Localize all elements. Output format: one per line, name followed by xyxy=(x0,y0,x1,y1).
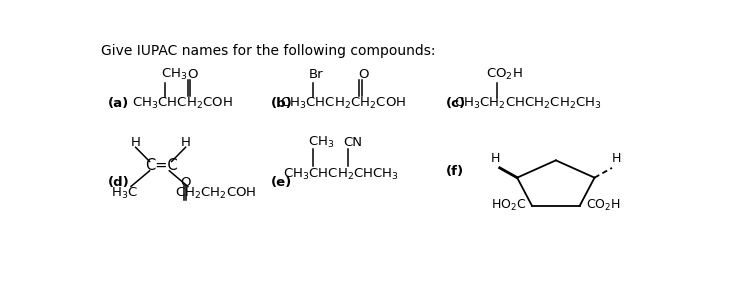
Text: C=C: C=C xyxy=(145,158,178,173)
Text: O: O xyxy=(358,68,369,81)
Text: CH$_3$CHCH$_2$CH$_2$COH: CH$_3$CHCH$_2$CH$_2$COH xyxy=(280,96,406,111)
Text: CH$_3$: CH$_3$ xyxy=(308,135,334,151)
Text: O: O xyxy=(180,176,190,189)
Text: (b): (b) xyxy=(271,97,292,110)
Text: CN: CN xyxy=(344,136,363,149)
Text: CO$_2$H: CO$_2$H xyxy=(486,67,523,82)
Text: HO$_2$C: HO$_2$C xyxy=(490,198,526,213)
Text: Give IUPAC names for the following compounds:: Give IUPAC names for the following compo… xyxy=(101,44,436,58)
Text: H: H xyxy=(490,152,500,165)
Text: CH$_2$CH$_2$COH: CH$_2$CH$_2$COH xyxy=(175,185,256,201)
Text: CH$_3$: CH$_3$ xyxy=(160,67,187,82)
Text: CH$_3$CH$_2$CHCH$_2$CH$_2$CH$_3$: CH$_3$CH$_2$CHCH$_2$CH$_2$CH$_3$ xyxy=(454,96,602,111)
Text: H: H xyxy=(612,152,621,165)
Text: O: O xyxy=(187,68,197,81)
Text: H: H xyxy=(130,136,140,149)
Text: (f): (f) xyxy=(446,165,464,178)
Text: (a): (a) xyxy=(108,97,130,110)
Text: CO$_2$H: CO$_2$H xyxy=(586,198,620,213)
Text: (d): (d) xyxy=(108,176,130,189)
Text: CH$_3$CHCH$_2$COH: CH$_3$CHCH$_2$COH xyxy=(131,96,232,111)
Text: (c): (c) xyxy=(446,97,466,110)
Text: CH$_3$CHCH$_2$CHCH$_3$: CH$_3$CHCH$_2$CHCH$_3$ xyxy=(283,167,399,182)
Text: Br: Br xyxy=(309,68,323,81)
Text: H: H xyxy=(181,136,190,149)
Text: H$_3$C: H$_3$C xyxy=(111,185,138,201)
Text: (e): (e) xyxy=(271,176,292,189)
